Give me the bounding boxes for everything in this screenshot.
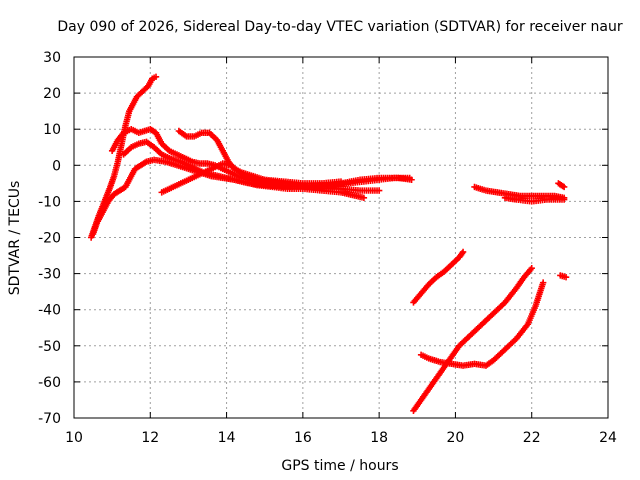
data-point: [560, 196, 568, 203]
y-tick-label: -30: [38, 267, 61, 283]
data-point: [152, 73, 160, 81]
axes: [73, 56, 609, 419]
series-track-10: [410, 248, 467, 306]
y-tick-label: -70: [38, 411, 61, 427]
x-tick-label: 24: [599, 430, 617, 446]
series-track-9: [555, 180, 568, 191]
x-tick-label: 20: [447, 430, 465, 446]
data-point: [375, 187, 383, 194]
y-tick-label: 20: [43, 86, 61, 102]
y-tick-label: -60: [38, 375, 61, 391]
y-tick-label: -10: [38, 194, 61, 210]
series-track-8: [501, 194, 568, 205]
y-tick-label: 10: [43, 122, 61, 138]
y-tick-label: -50: [38, 339, 61, 355]
data-point: [360, 194, 368, 201]
data-point: [539, 279, 547, 286]
x-tick-label: 10: [65, 430, 83, 446]
x-tick-label: 14: [218, 430, 236, 446]
x-tick-label: 12: [141, 430, 159, 446]
series-track-13: [557, 272, 570, 281]
y-tick-label: -20: [38, 231, 61, 247]
data-points: [87, 73, 570, 414]
x-tick-label: 16: [294, 430, 312, 446]
series-track-12: [417, 279, 547, 369]
y-tick-label: 0: [52, 158, 61, 174]
data-point: [528, 264, 535, 272]
data-point: [459, 248, 467, 256]
x-tick-label: 18: [370, 430, 388, 446]
tick-labels: 10 12 14 16 18 20 22 24 -70 -60 -50 -40 -30 -20 -10 0 10…: [38, 50, 617, 446]
x-axis-label: GPS time / hours: [281, 458, 398, 474]
data-point: [406, 174, 413, 182]
y-tick-label: 30: [43, 50, 61, 66]
chart-title: Day 090 of 2026, Sidereal Day-to-day VTE…: [57, 19, 623, 35]
y-tick-label: -40: [38, 303, 61, 319]
data-point: [560, 183, 568, 191]
data-point: [562, 274, 570, 281]
x-tick-label: 22: [523, 430, 541, 446]
series-track-6: [158, 160, 413, 196]
y-axis-label: SDTVAR / TECUs: [7, 181, 23, 296]
